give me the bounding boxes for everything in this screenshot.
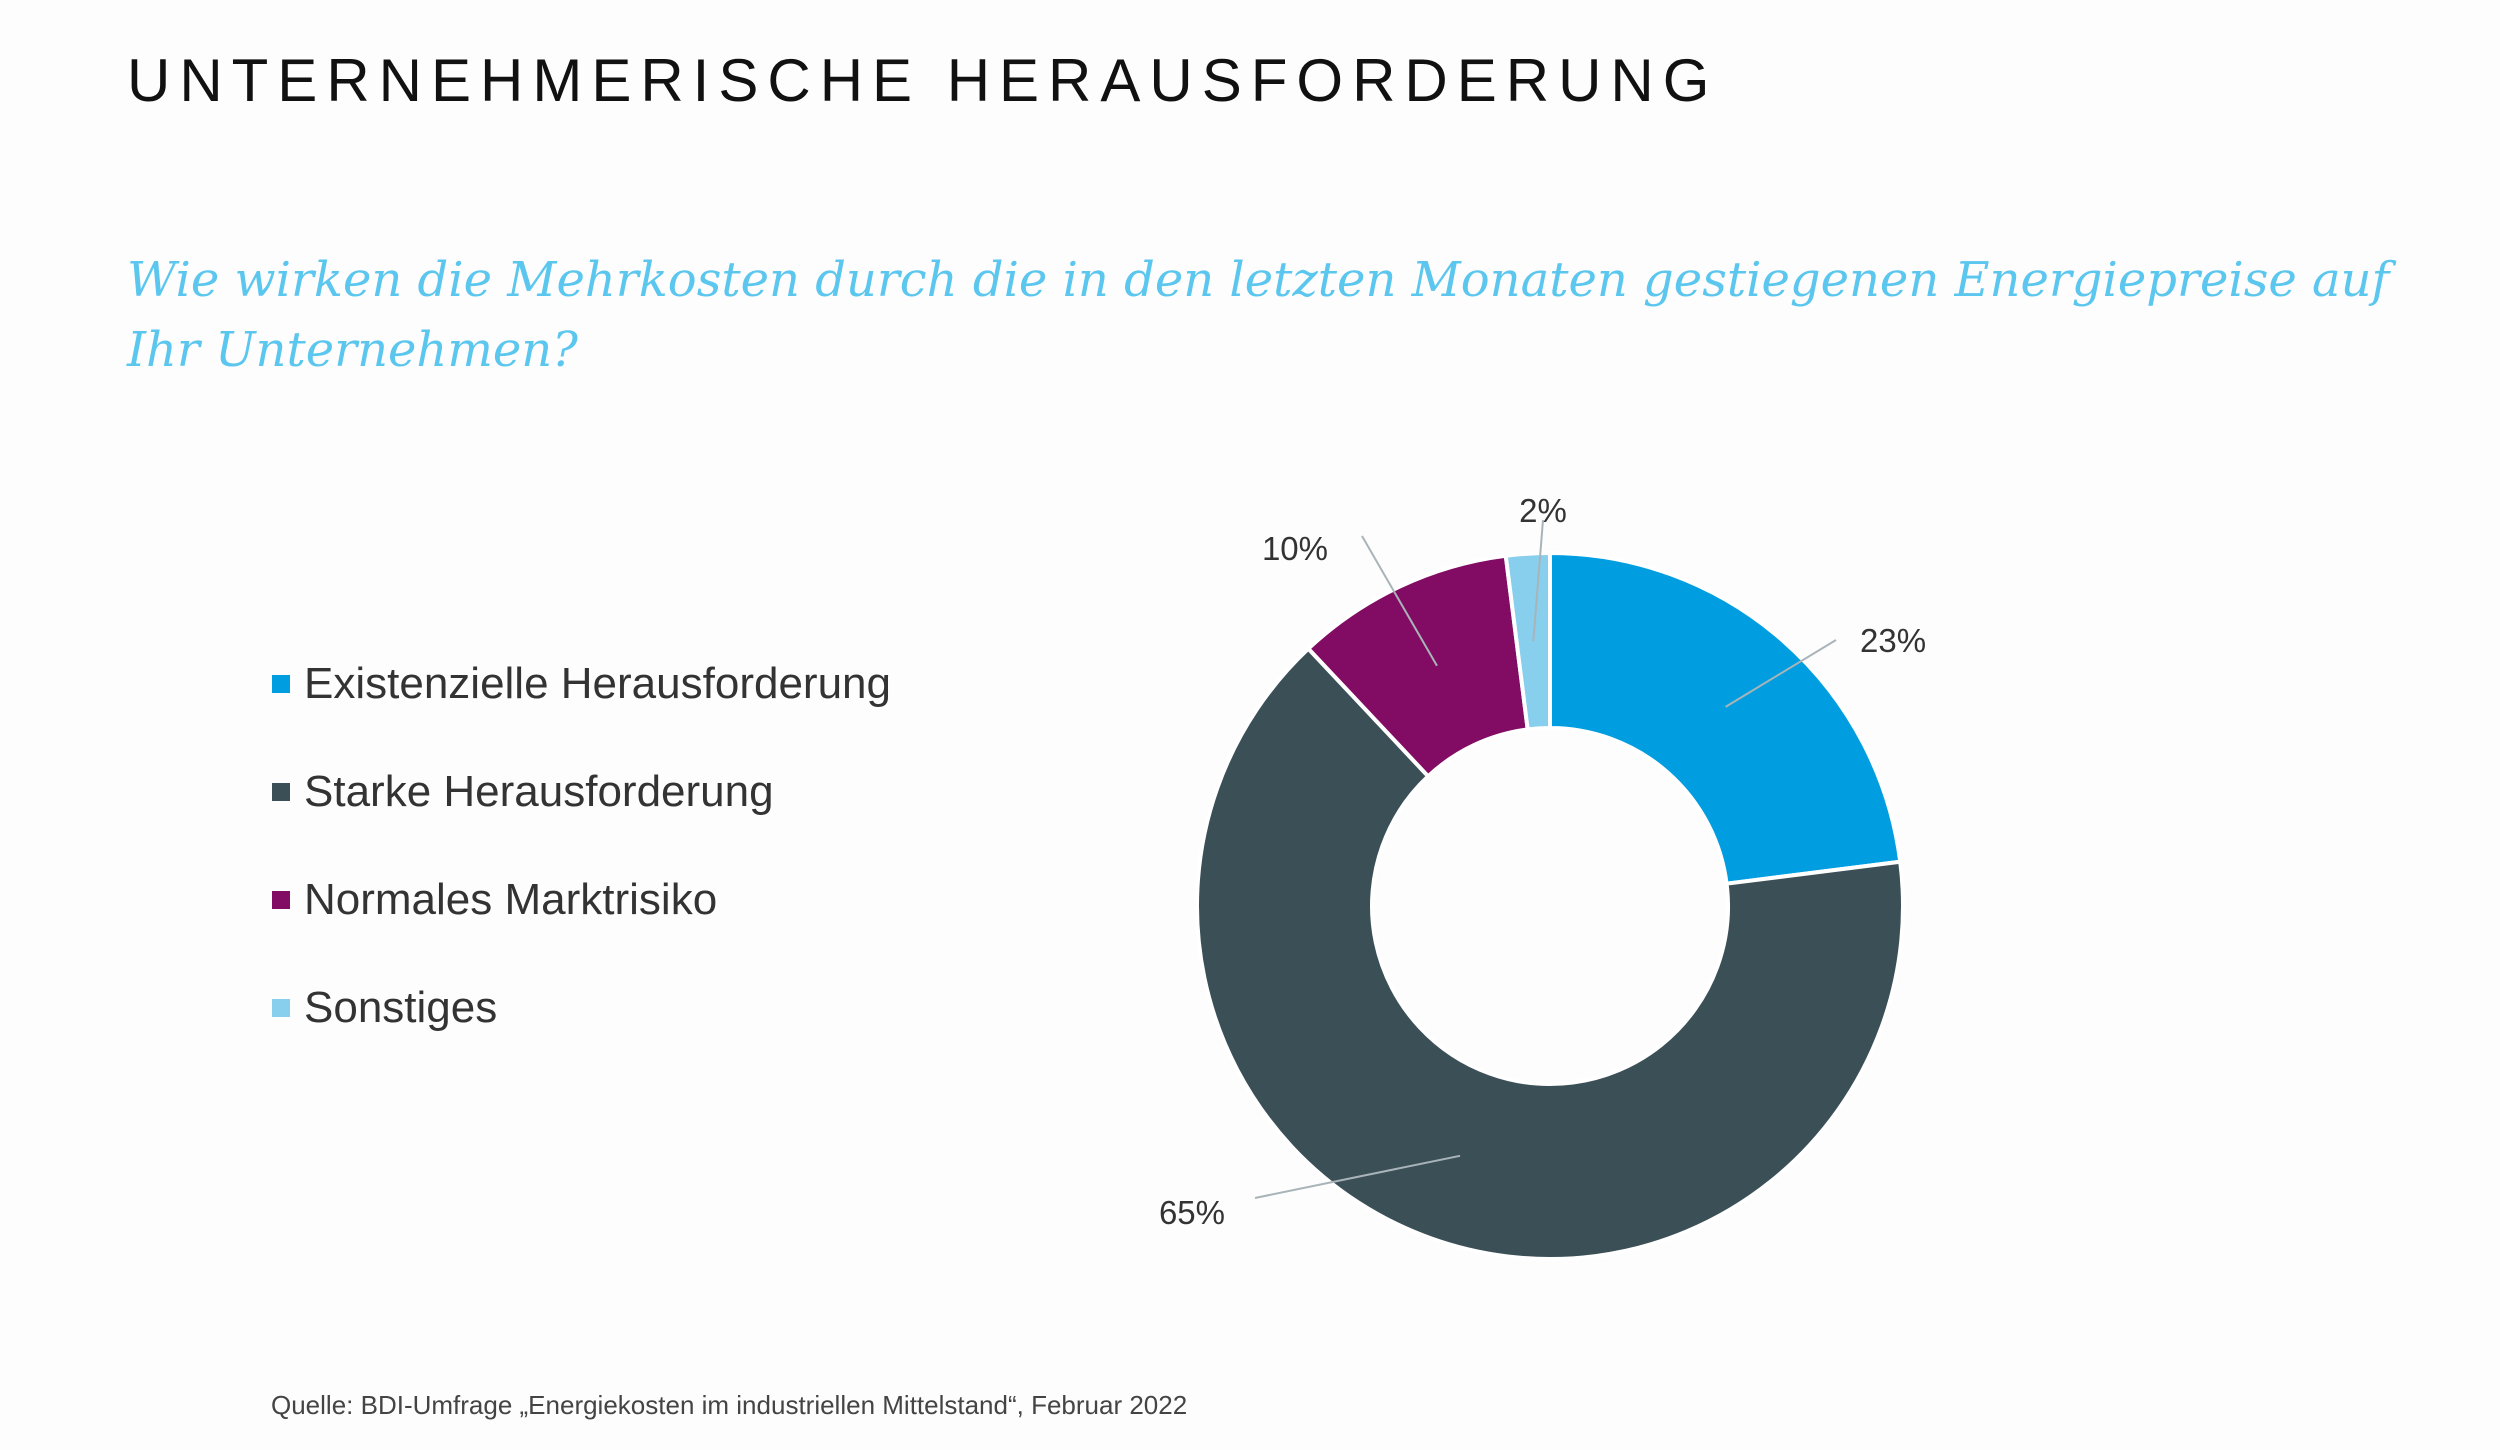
donut-slice-1 [1195,645,1905,1261]
data-label-2: 10% [1262,530,1328,567]
legend-label: Starke Herausforderung [304,767,774,816]
legend-label: Normales Marktrisiko [304,875,718,924]
legend-item-sonstiges: Sonstiges [272,954,891,1062]
slide-subtitle: Wie wirken die Mehrkosten durch die in d… [127,252,2390,378]
data-label-0: 23% [1860,622,1926,659]
legend-swatch [272,675,290,693]
leader-line-0 [1725,639,1837,708]
source-note: Quelle: BDI-Umfrage „Energiekosten im in… [271,1390,1188,1420]
leader-line-1 [1254,1154,1461,1199]
legend-label: Sonstiges [304,983,498,1032]
legend-item-existenziell: Existenzielle Herausforderung [272,630,891,738]
legend-label: Existenzielle Herausforderung [304,659,891,708]
legend-swatch [272,891,290,909]
data-label-1: 65% [1159,1194,1225,1231]
leader-line-3 [1532,519,1544,642]
legend-swatch [272,783,290,801]
leader-line-2 [1361,535,1438,667]
legend-item-stark: Starke Herausforderung [272,738,891,846]
donut-slice-3 [1503,550,1552,732]
legend-item-normal: Normales Marktrisiko [272,846,891,954]
donut-slice-0 [1548,550,1903,886]
legend-swatch [272,999,290,1017]
chart-legend: Existenzielle Herausforderung Starke Her… [272,630,891,1062]
slide-title: UNTERNEHMERISCHE HERAUSFORDERUNG [127,47,1719,114]
data-label-3: 2% [1519,492,1567,529]
